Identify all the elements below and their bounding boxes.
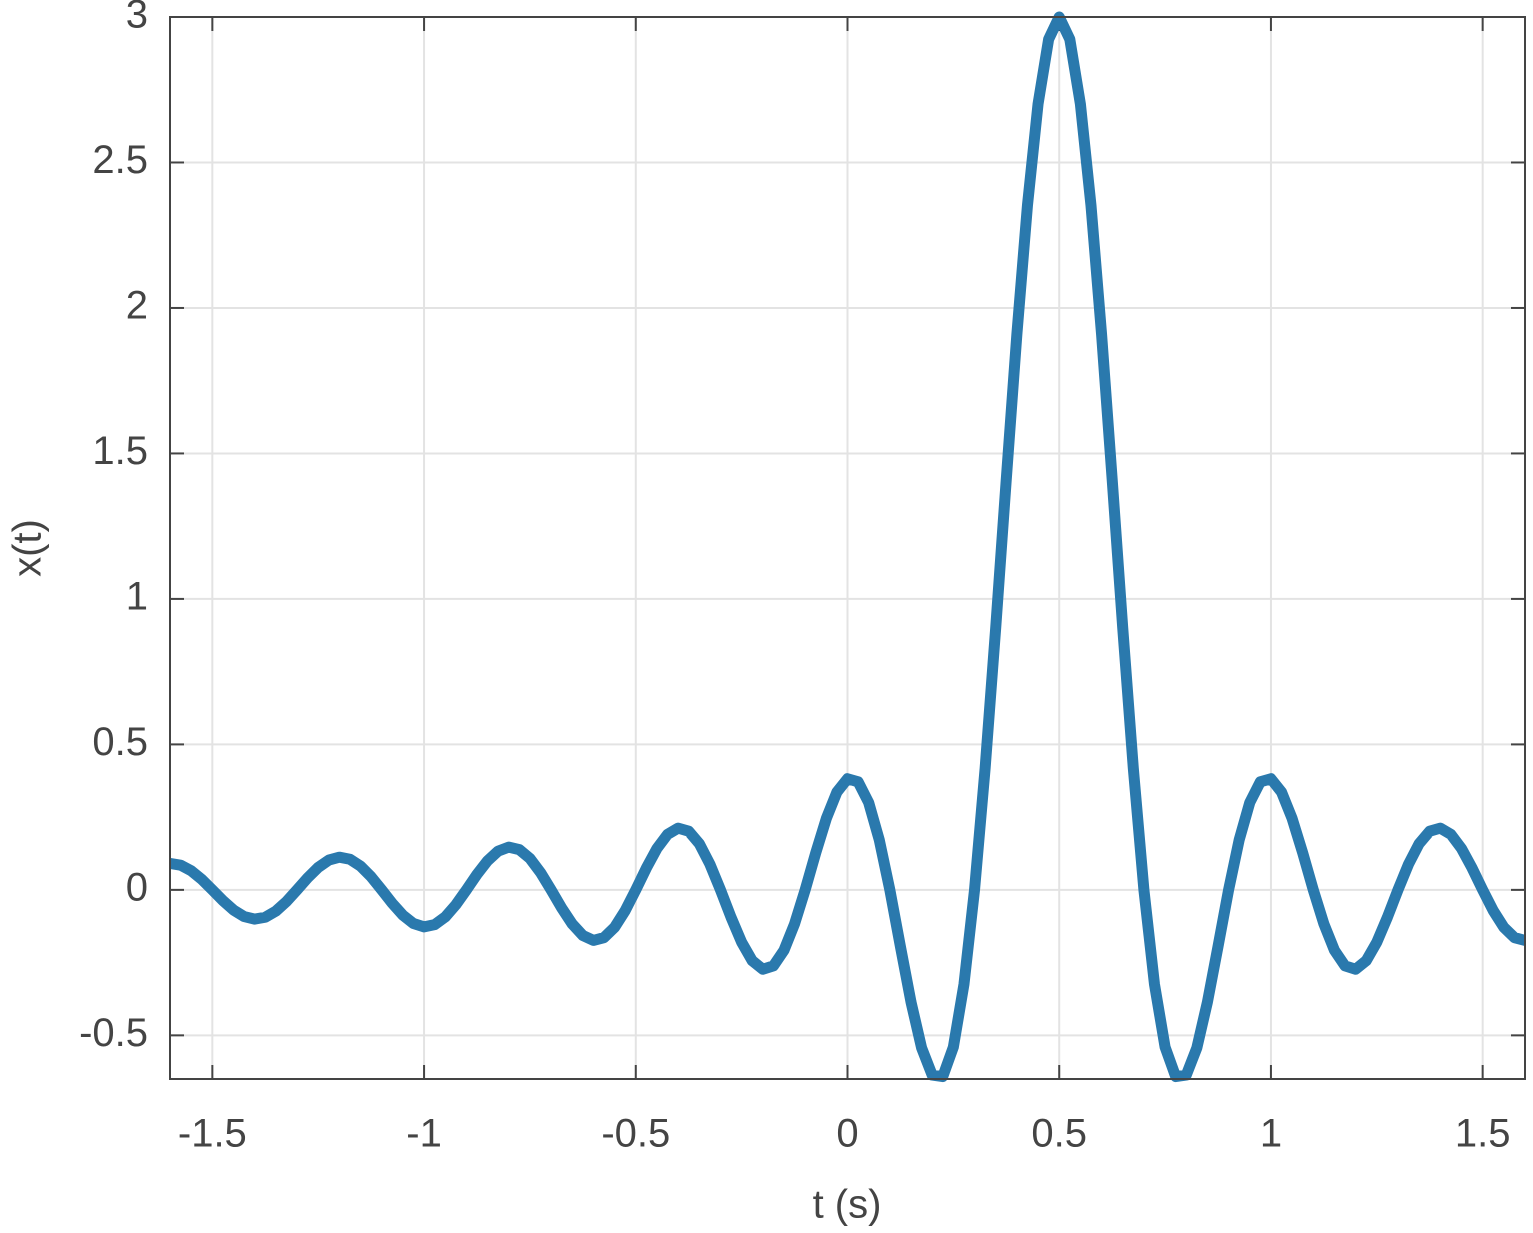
x-tick-label: 0.5: [1031, 1112, 1087, 1156]
y-tick-label: 1: [126, 574, 148, 618]
y-tick-label: 1.5: [92, 429, 148, 473]
y-tick-label: 2: [126, 284, 148, 328]
x-tick-label: 1: [1260, 1112, 1282, 1156]
y-tick-label: -0.5: [79, 1011, 148, 1055]
x-tick-label: 0: [836, 1112, 858, 1156]
x-tick-label: -0.5: [601, 1112, 670, 1156]
x-tick-label: -1.5: [178, 1112, 247, 1156]
y-tick-label: 0.5: [92, 720, 148, 764]
plot-frame: [169, 16, 1526, 1080]
data-line: [170, 11, 1525, 1083]
x-tick-label: -1: [406, 1112, 442, 1156]
x-tick-label: 1.5: [1455, 1112, 1511, 1156]
x-axis-label: t (s): [813, 1183, 882, 1227]
y-tick-label: 0: [126, 865, 148, 909]
y-tick-label: 2.5: [92, 138, 148, 182]
y-axis-label: x(t): [6, 519, 50, 577]
y-tick-label: 3: [126, 0, 148, 37]
